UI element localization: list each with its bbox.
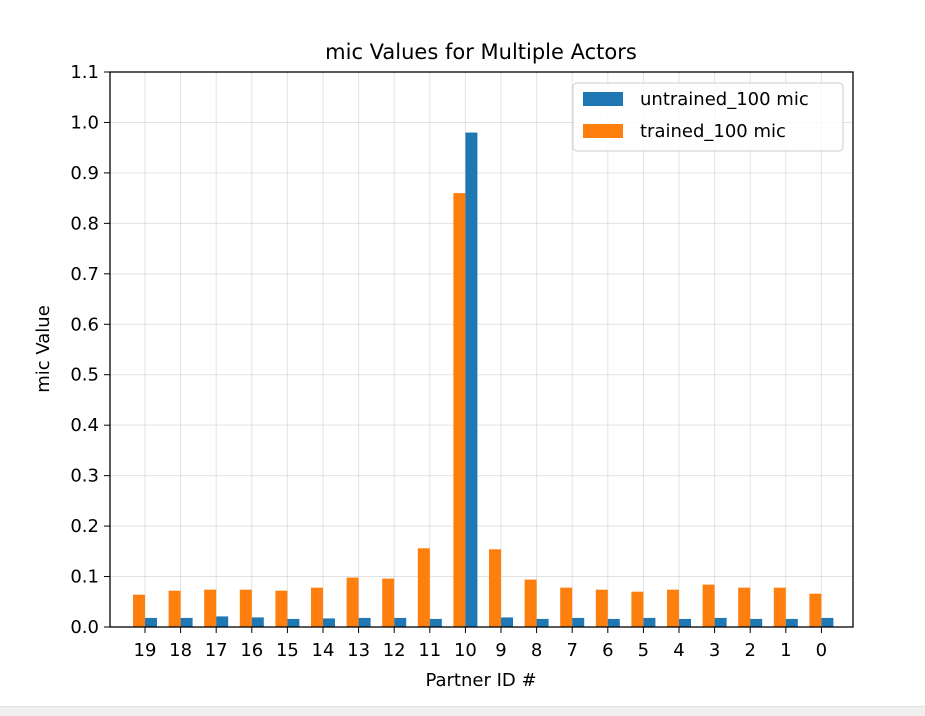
x-tick-label: 13 (347, 640, 370, 661)
bar-trained-6 (595, 589, 608, 627)
bar-trained-16 (239, 589, 252, 627)
bar-untrained-11 (429, 618, 442, 627)
y-tick-label: 0.4 (70, 415, 99, 436)
bar-trained-14 (311, 587, 323, 627)
bar-trained-5 (631, 591, 644, 627)
x-tick-label: 3 (709, 640, 720, 661)
bar-untrained-6 (607, 618, 620, 627)
bar-trained-11 (417, 548, 430, 627)
bar-trained-8 (524, 579, 537, 627)
x-tick-label: 2 (744, 640, 755, 661)
bar-untrained-9 (501, 617, 513, 627)
x-tick-label: 6 (602, 640, 613, 661)
x-tick-label: 12 (383, 640, 406, 661)
legend-label-trained: trained_100 mic (640, 121, 786, 142)
y-tick-label: 0.0 (70, 617, 99, 638)
x-tick-label: 14 (312, 640, 335, 661)
bar-trained-9 (489, 549, 501, 627)
bar-untrained-8 (536, 618, 549, 627)
y-tick-label: 0.9 (70, 163, 99, 184)
y-tick-label: 0.7 (70, 264, 99, 285)
bar-untrained-2 (750, 618, 763, 627)
bar-untrained-17 (216, 616, 229, 627)
bar-untrained-16 (251, 617, 264, 627)
x-tick-label: 10 (454, 640, 477, 661)
x-tick-label: 15 (276, 640, 299, 661)
x-tick-label: 11 (418, 640, 441, 661)
y-axis: 0.0 0.1 0.2 0.3 0.4 0.5 0.6 0.7 0.8 0.9 1.0 1.1 (70, 62, 110, 638)
x-tick-label: 7 (566, 640, 577, 661)
bar-untrained-12 (394, 617, 407, 627)
bar-trained-18 (168, 590, 181, 627)
y-tick-label: 1.0 (70, 112, 99, 133)
bar-untrained-14 (323, 618, 335, 627)
x-tick-label: 1 (780, 640, 791, 661)
bar-trained-13 (346, 577, 359, 627)
bar-untrained-4 (679, 618, 691, 627)
x-tick-label: 4 (673, 640, 684, 661)
x-tick-label: 16 (240, 640, 263, 661)
bar-untrained-3 (714, 617, 727, 627)
bar-trained-2 (738, 587, 751, 627)
legend-swatch-untrained (583, 92, 623, 106)
y-tick-label: 1.1 (70, 62, 99, 83)
bar-trained-17 (204, 589, 217, 627)
y-tick-label: 0.8 (70, 213, 99, 234)
chart-title: mic Values for Multiple Actors (325, 40, 637, 64)
bar-untrained-10 (465, 132, 478, 627)
bar-untrained-13 (358, 617, 371, 627)
bar-trained-19 (133, 594, 145, 627)
bar-trained-10 (453, 193, 466, 627)
bar-untrained-15 (287, 618, 300, 627)
bar-trained-7 (560, 587, 573, 627)
bar-untrained-0 (821, 617, 834, 627)
bar-trained-1 (773, 587, 786, 627)
y-tick-label: 0.5 (70, 365, 99, 386)
y-tick-label: 0.6 (70, 314, 99, 335)
bar-trained-3 (702, 584, 715, 627)
x-axis-label: Partner ID # (425, 670, 536, 691)
bar-untrained-7 (572, 617, 585, 627)
x-tick-label: 5 (638, 640, 649, 661)
x-tick-label: 18 (169, 640, 192, 661)
y-tick-label: 0.1 (70, 567, 99, 588)
legend-box (572, 82, 844, 152)
legend: untrained_100 mic trained_100 mic (572, 82, 844, 152)
bar-untrained-5 (643, 617, 656, 627)
y-tick-label: 0.3 (70, 466, 99, 487)
x-tick-label: 0 (816, 640, 827, 661)
bar-untrained-19 (145, 617, 157, 627)
x-axis: 19 18 17 16 15 14 13 12 11 10 9 8 7 6 5 4 3 2 1 0 (134, 627, 827, 661)
legend-label-untrained: untrained_100 mic (640, 89, 809, 110)
bar-trained-4 (667, 589, 679, 627)
bar-trained-12 (382, 578, 395, 627)
x-tick-label: 19 (134, 640, 157, 661)
legend-swatch-trained (583, 124, 623, 138)
bars (133, 132, 834, 627)
bar-untrained-18 (180, 617, 193, 627)
bar-trained-0 (809, 593, 822, 627)
plot-frame (109, 71, 854, 628)
toolbar-strip (0, 706, 925, 716)
y-axis-label: mic Value (33, 305, 54, 393)
bar-untrained-1 (785, 618, 798, 627)
y-tick-label: 0.2 (70, 516, 99, 537)
x-tick-label: 17 (205, 640, 228, 661)
x-tick-label: 8 (531, 640, 542, 661)
bar-trained-15 (275, 590, 288, 627)
x-tick-label: 9 (495, 640, 506, 661)
